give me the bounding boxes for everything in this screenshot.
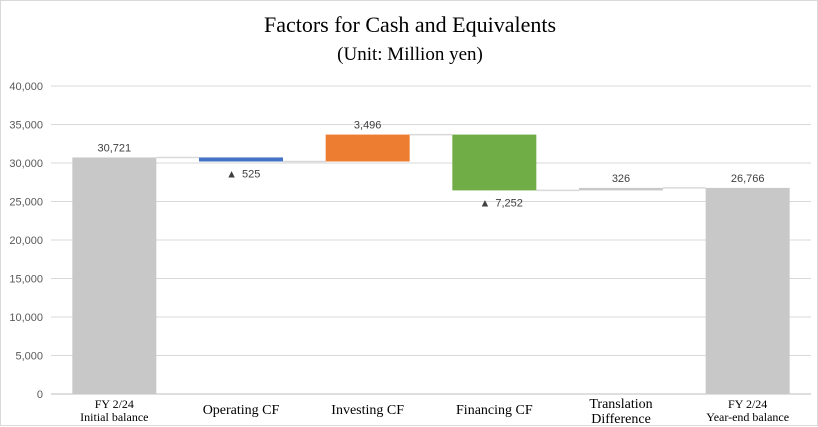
category-label-translation-difference-line1: Translation [589,397,652,412]
data-label-translation-difference: 326 [612,173,630,185]
y-tick-label: 40,000 [9,81,43,93]
decrease-marker-icon: ▲ [479,197,490,209]
data-label-fy-2-24-year-end-balance: 26,766 [731,173,765,185]
y-tick-label: 20,000 [9,235,43,247]
chart-title: Factors for Cash and Equivalents [264,12,556,37]
category-label-translation-difference-line2: Difference [591,412,651,427]
data-label-investing-cf: 3,496 [354,120,382,132]
data-label-financing-cf: 7,252 [495,197,523,209]
y-tick-label: 30,000 [9,158,43,170]
category-label-fy-2-24-year-end-balance-line1: FY 2/24 [728,397,767,411]
y-tick-label: 15,000 [9,274,43,286]
bar-fy-2-24-year-end-balance [705,187,790,394]
y-tick-label: 35,000 [9,120,43,132]
bar-operating-cf [199,157,283,162]
bars [72,134,790,394]
bar-fy-2-24-initial-balance [72,157,157,394]
y-tick-label: 5,000 [15,351,43,363]
category-label-operating-cf: Operating CF [203,403,280,418]
category-label-financing-cf: Financing CF [456,403,533,418]
chart-subtitle: (Unit: Million yen) [337,44,483,65]
category-label-fy-2-24-initial-balance-line1: FY 2/24 [95,397,134,411]
y-tick-label: 25,000 [9,197,43,209]
y-axis: 0 5,000 10,000 15,000 20,000 25,000 30,000 35,0… [9,81,811,401]
y-tick-label: 10,000 [9,312,43,324]
category-label-fy-2-24-year-end-balance-line2: Year-end balance [706,410,789,424]
y-tick-label: 0 [37,389,43,401]
data-labels: 30,721 ▲ 525 3,496 ▲ 7,252 326 26,766 [98,120,765,210]
decrease-marker-icon: ▲ [226,168,237,180]
connector-lines [156,133,706,192]
category-label-investing-cf: Investing CF [331,403,404,418]
data-label-operating-cf: 525 [242,168,260,180]
bar-financing-cf [452,134,537,191]
bar-investing-cf [325,134,410,162]
data-label-fy-2-24-initial-balance: 30,721 [98,142,132,154]
category-label-fy-2-24-initial-balance-line2: Initial balance [80,410,148,424]
grid-lines [51,85,811,356]
bar-translation-difference [579,187,663,191]
